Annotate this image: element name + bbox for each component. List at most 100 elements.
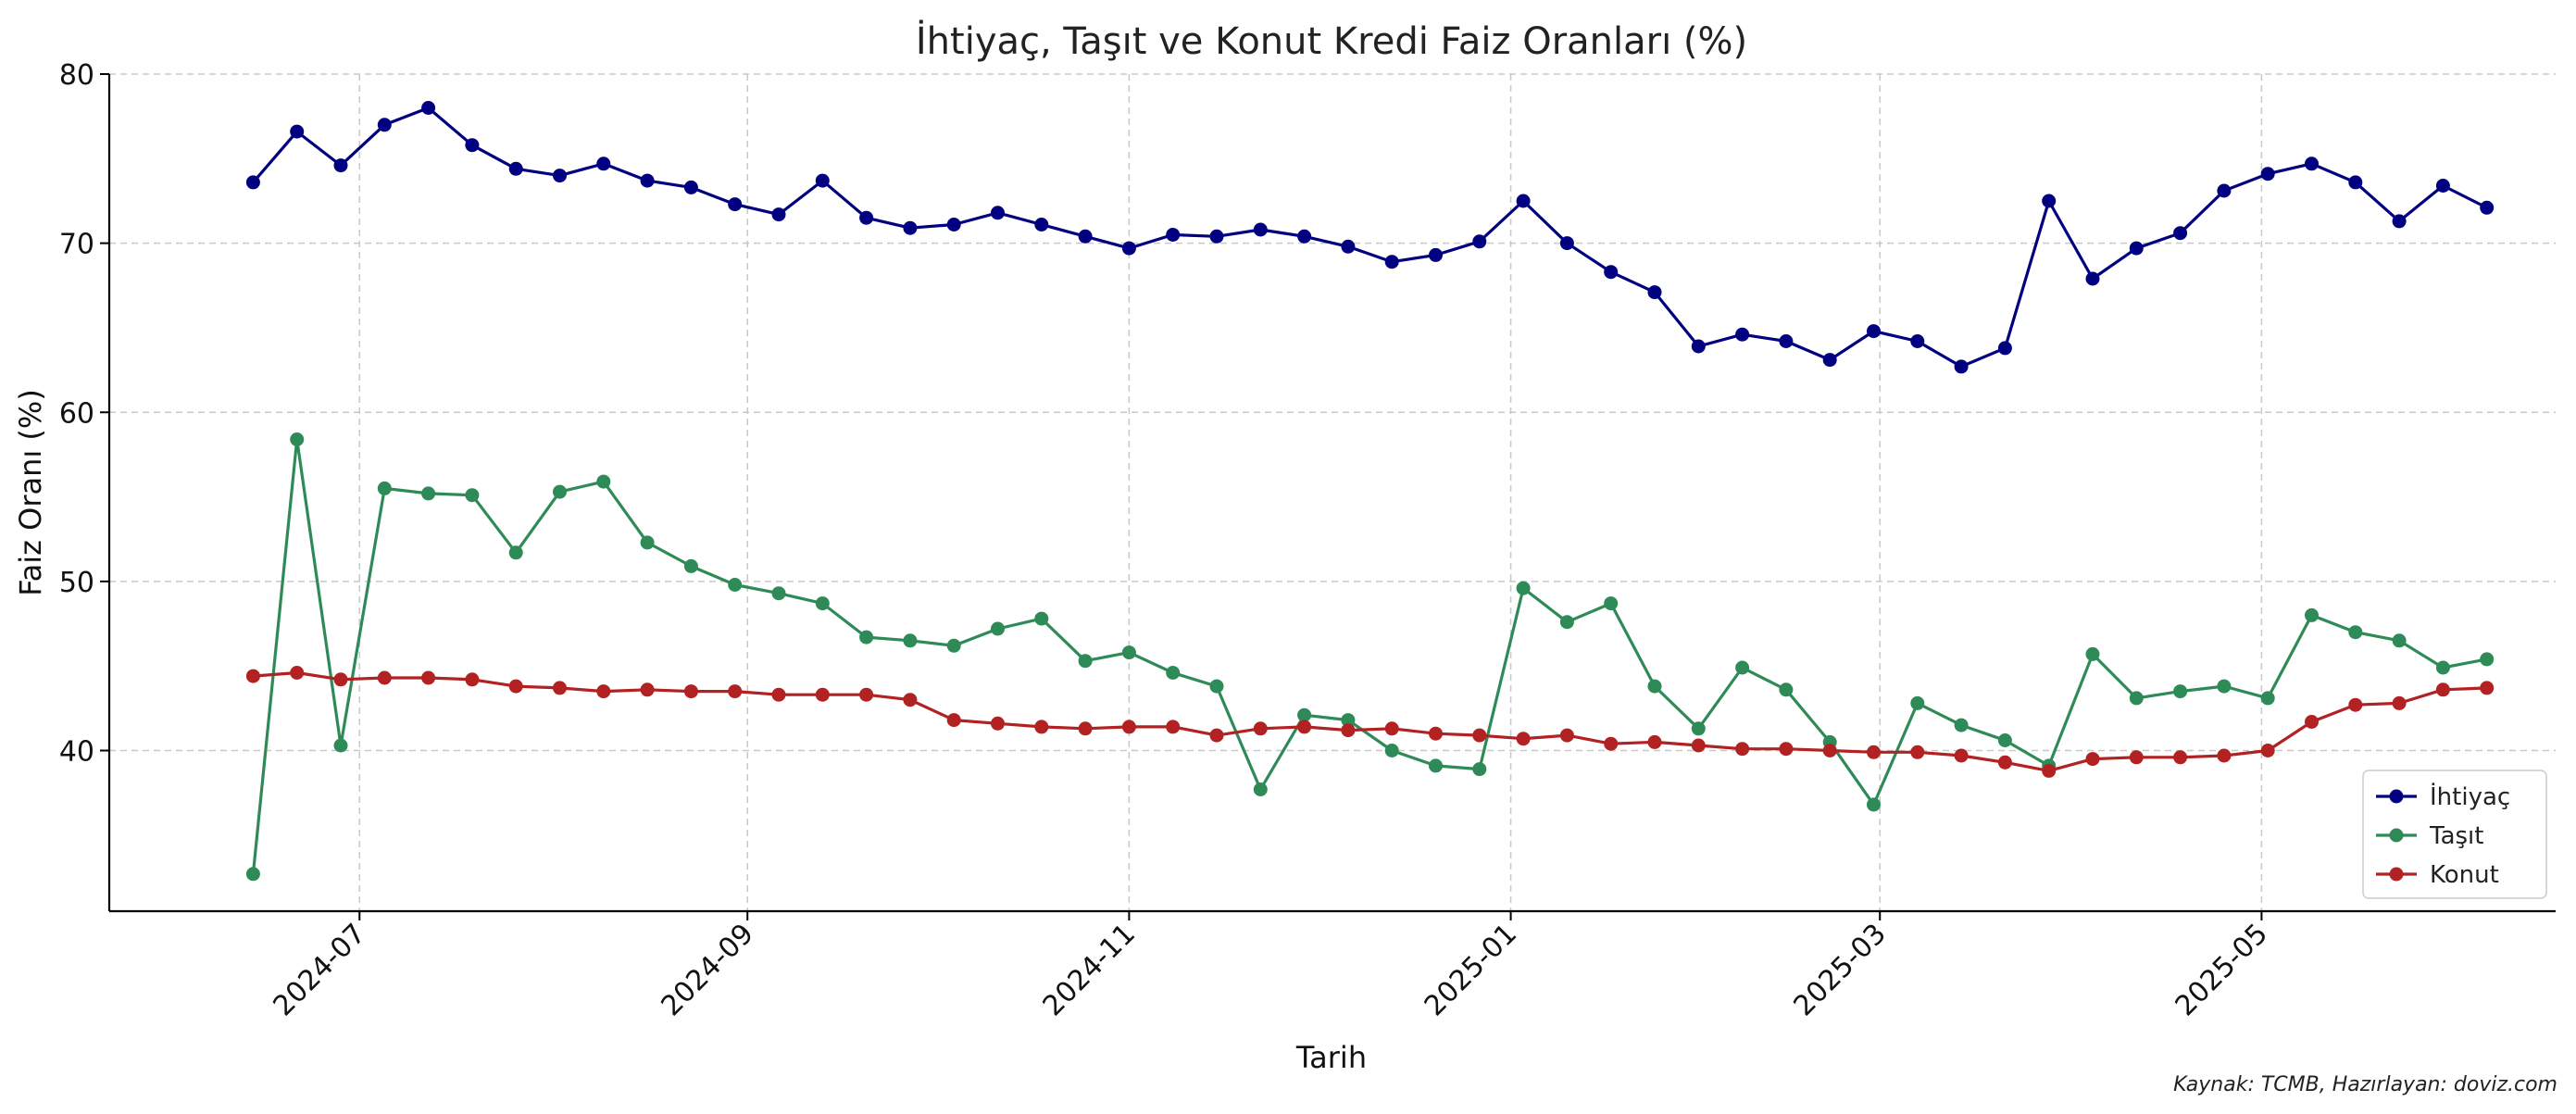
data-point bbox=[2392, 695, 2407, 710]
data-point bbox=[771, 687, 786, 702]
data-point bbox=[333, 672, 348, 687]
series-layer bbox=[245, 101, 2495, 882]
data-point bbox=[1472, 728, 1487, 743]
data-point bbox=[596, 684, 611, 699]
series-line bbox=[253, 670, 2487, 773]
data-point bbox=[290, 124, 305, 139]
data-point bbox=[2129, 691, 2144, 706]
data-point bbox=[1691, 738, 1706, 753]
data-point bbox=[1604, 736, 1619, 751]
data-point bbox=[1121, 645, 1136, 660]
data-point bbox=[859, 687, 874, 702]
data-point bbox=[640, 535, 655, 550]
legend-item: Konut bbox=[2376, 861, 2499, 889]
data-point bbox=[2392, 633, 2407, 648]
data-point bbox=[1516, 581, 1531, 595]
data-point bbox=[596, 474, 611, 489]
data-point bbox=[1954, 359, 1969, 374]
source-note: Kaynak: TCMB, Hazırlayan: doviz.com bbox=[2173, 1073, 2557, 1096]
data-point bbox=[1472, 762, 1487, 777]
data-point bbox=[1867, 324, 1881, 339]
data-point bbox=[1209, 728, 1224, 743]
data-point bbox=[2085, 752, 2100, 767]
legend-swatch-marker bbox=[2389, 867, 2404, 882]
data-point bbox=[2085, 646, 2100, 661]
data-point bbox=[1209, 679, 1224, 694]
data-point bbox=[1078, 229, 1093, 244]
data-point bbox=[1647, 679, 1662, 694]
data-point bbox=[2129, 750, 2144, 765]
axes bbox=[107, 74, 2556, 913]
data-point bbox=[946, 713, 961, 728]
y-tick-label: 60 bbox=[59, 397, 94, 430]
x-tick-label: 2025-01 bbox=[1419, 918, 1523, 1022]
data-point bbox=[1078, 654, 1093, 669]
data-point bbox=[2435, 682, 2450, 697]
data-point bbox=[728, 197, 743, 212]
x-tick-label: 2024-11 bbox=[1037, 918, 1142, 1022]
series-1 bbox=[245, 432, 2495, 882]
data-point bbox=[1034, 720, 1049, 734]
data-point bbox=[2305, 715, 2319, 729]
data-point bbox=[1735, 660, 1750, 675]
data-point bbox=[1341, 723, 1356, 738]
data-point bbox=[1559, 236, 1574, 251]
data-point bbox=[1647, 285, 1662, 300]
data-point bbox=[465, 488, 480, 503]
data-point bbox=[1384, 721, 1399, 736]
data-point bbox=[508, 161, 523, 176]
data-point bbox=[1384, 744, 1399, 757]
data-point bbox=[333, 738, 348, 753]
x-tick-label: 2024-07 bbox=[268, 918, 372, 1022]
data-point bbox=[1341, 239, 1356, 254]
data-point bbox=[1429, 758, 1443, 773]
data-point bbox=[290, 666, 305, 680]
data-point bbox=[1559, 615, 1574, 630]
data-point bbox=[1429, 247, 1443, 262]
data-point bbox=[1997, 733, 2012, 747]
data-point bbox=[2260, 691, 2275, 706]
data-point bbox=[421, 670, 436, 685]
data-point bbox=[465, 672, 480, 687]
data-point bbox=[465, 138, 480, 153]
y-tick-label: 40 bbox=[59, 736, 94, 769]
data-point bbox=[1297, 707, 1312, 722]
data-point bbox=[771, 207, 786, 222]
data-point bbox=[1910, 745, 1925, 759]
data-point bbox=[1209, 229, 1224, 244]
y-tick-label: 70 bbox=[59, 229, 94, 261]
y-tick-label: 50 bbox=[59, 567, 94, 599]
data-point bbox=[290, 432, 305, 446]
data-point bbox=[1822, 744, 1837, 757]
data-point bbox=[1822, 353, 1837, 368]
data-point bbox=[508, 679, 523, 694]
data-point bbox=[771, 586, 786, 601]
data-point bbox=[1779, 682, 1794, 697]
data-point bbox=[377, 481, 392, 495]
data-point bbox=[245, 175, 260, 190]
data-point bbox=[333, 158, 348, 173]
legend-swatch-marker bbox=[2389, 828, 2404, 843]
series-0 bbox=[245, 101, 2495, 374]
data-point bbox=[640, 173, 655, 188]
series-2 bbox=[245, 666, 2495, 778]
data-point bbox=[1910, 695, 1925, 710]
data-point bbox=[553, 484, 567, 499]
data-point bbox=[991, 716, 1005, 731]
data-point bbox=[1341, 713, 1356, 728]
data-point bbox=[2085, 271, 2100, 286]
data-point bbox=[1166, 666, 1181, 680]
data-point bbox=[1034, 218, 1049, 232]
data-point bbox=[2392, 214, 2407, 229]
x-axis-label: Tarih bbox=[1295, 1040, 1367, 1075]
data-point bbox=[421, 101, 436, 115]
data-point bbox=[991, 621, 1005, 636]
y-tick-label: 80 bbox=[59, 59, 94, 92]
data-point bbox=[2173, 226, 2188, 241]
data-point bbox=[596, 156, 611, 171]
data-point bbox=[815, 596, 830, 611]
data-point bbox=[815, 173, 830, 188]
data-point bbox=[2435, 660, 2450, 675]
data-point bbox=[1166, 720, 1181, 734]
